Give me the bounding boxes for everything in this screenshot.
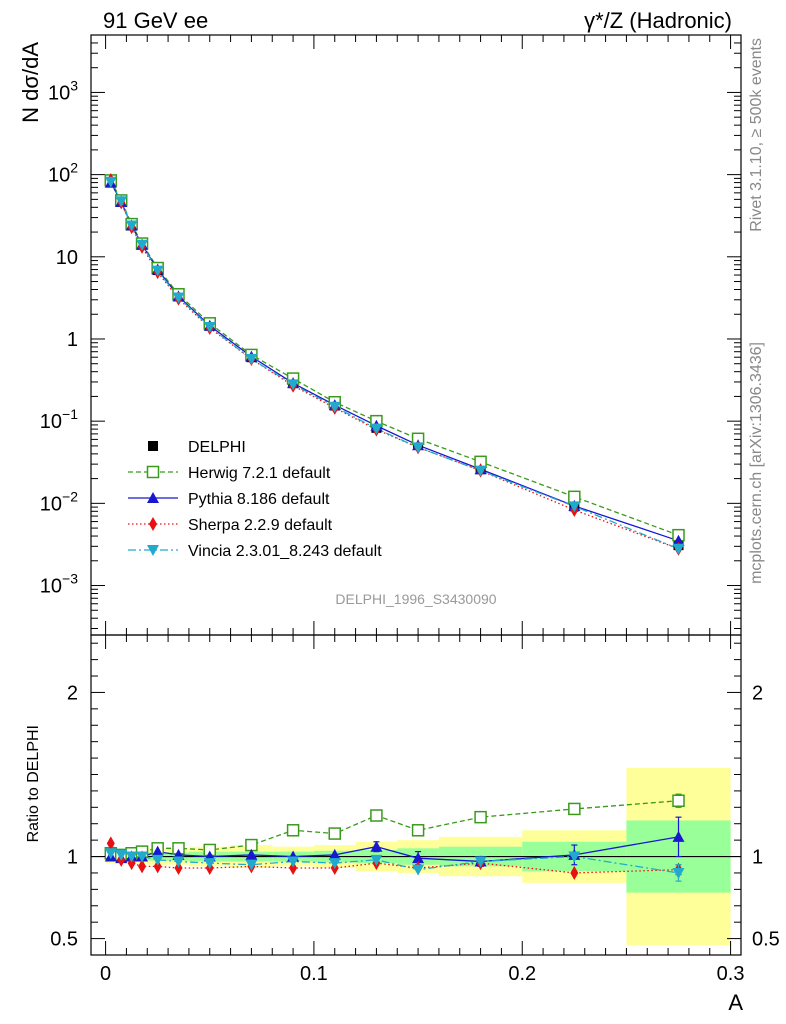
header-left-label: 91 GeV ee bbox=[103, 8, 208, 33]
legend-entry-sherpa: Sherpa 2.2.9 default bbox=[128, 517, 333, 534]
ratio-y-tick-label-right: 2 bbox=[752, 682, 763, 704]
legend-label-sherpa: Sherpa 2.2.9 default bbox=[188, 517, 333, 534]
pythia-ratio-point bbox=[672, 830, 685, 842]
ratio-y-tick-label-right: 1 bbox=[752, 847, 763, 869]
vincia-point bbox=[172, 292, 185, 304]
pythia-point bbox=[672, 534, 685, 546]
vincia-point bbox=[136, 239, 149, 251]
main-y-axis-label: N dσ/dA bbox=[18, 42, 43, 123]
ratio-x-tick-label: 0.3 bbox=[717, 963, 745, 985]
sherpa-ratio-point bbox=[153, 859, 162, 874]
ratio-y-tick-label-right: 0.5 bbox=[752, 929, 780, 951]
vincia-point bbox=[287, 379, 300, 391]
vincia-point bbox=[328, 401, 341, 413]
vincia-ratio-point bbox=[672, 867, 685, 879]
vincia-ratio-point bbox=[328, 858, 341, 870]
ratio-x-tick-label: 0.2 bbox=[508, 963, 536, 985]
sherpa-ratio-point bbox=[289, 861, 298, 876]
ratio-y-tick-label-left: 1 bbox=[67, 847, 78, 869]
ratio-x-tick-label: 0 bbox=[100, 963, 111, 985]
pythia-ratio-point bbox=[151, 845, 164, 857]
legend-label-pythia: Pythia 8.186 default bbox=[188, 491, 330, 508]
x-axis-label: A bbox=[728, 990, 743, 1015]
ratio-x-tick-label: 0.1 bbox=[300, 963, 328, 985]
legend-entry-data: DELPHI bbox=[148, 439, 246, 456]
pythia-ratio-point bbox=[328, 848, 341, 860]
vincia-point bbox=[370, 423, 383, 435]
main-y-tick-label: 10−1 bbox=[40, 406, 78, 433]
sherpa-ratio-point bbox=[127, 856, 136, 871]
herwig-ratio-point bbox=[370, 809, 383, 822]
vincia-point bbox=[474, 465, 487, 477]
sherpa-ratio-point bbox=[138, 859, 147, 874]
ratio-y-axis-label: Ratio to DELPHI bbox=[25, 725, 42, 842]
vincia-ratio-point bbox=[104, 848, 117, 860]
vincia-point bbox=[203, 321, 216, 333]
vincia-ratio-point bbox=[474, 856, 487, 868]
vincia-ratio-point bbox=[136, 851, 149, 863]
pythia-ratio-point bbox=[412, 852, 425, 864]
vincia-ratio-point bbox=[203, 858, 216, 870]
main-plot-area: 10−3 10−2 10−1 1 10 102 103 bbox=[40, 34, 742, 636]
main-y-tick-label: 1 bbox=[67, 329, 78, 351]
vincia-point bbox=[151, 265, 164, 277]
vincia-point bbox=[245, 354, 258, 366]
pythia-line bbox=[110, 182, 679, 542]
vincia-ratio-point bbox=[125, 851, 138, 863]
vincia-point bbox=[125, 220, 138, 232]
vincia-point bbox=[412, 442, 425, 454]
main-y-tick-label: 103 bbox=[48, 77, 78, 104]
herwig-ratio-point bbox=[411, 824, 425, 837]
sherpa-ratio-point bbox=[570, 865, 579, 880]
ratio-y-tick-label-left: 0.5 bbox=[50, 929, 78, 951]
vincia-ratio-point bbox=[115, 849, 128, 861]
legend-entry-herwig: Herwig 7.2.1 default bbox=[128, 465, 331, 482]
pythia-ratio-point bbox=[245, 848, 258, 860]
main-series-group bbox=[104, 173, 685, 556]
header-right-label: γ*/Z (Hadronic) bbox=[584, 8, 732, 33]
legend-entry-vincia: Vincia 2.3.01_8.243 default bbox=[128, 543, 382, 560]
ratio-y-tick-label-left: 2 bbox=[67, 682, 78, 704]
vincia-point bbox=[672, 543, 685, 555]
rivet-label: Rivet 3.1.10, ≥ 500k events bbox=[748, 38, 765, 232]
sherpa-ratio-point bbox=[106, 836, 115, 851]
mcplots-label: mcplots.cern.ch [arXiv:1306.3436] bbox=[748, 342, 765, 584]
vincia-ratio-point bbox=[245, 859, 258, 871]
vincia-ratio-point bbox=[287, 856, 300, 868]
analysis-tag: DELPHI_1996_S3430090 bbox=[335, 591, 496, 607]
vincia-ratio-point bbox=[151, 854, 164, 866]
vincia-point bbox=[568, 501, 581, 513]
herwig-ratio-point bbox=[474, 810, 487, 824]
ratio-series-group bbox=[91, 767, 741, 946]
legend-label-herwig: Herwig 7.2.1 default bbox=[188, 465, 331, 482]
vincia-ratio-point bbox=[568, 851, 581, 863]
main-y-tick-label: 102 bbox=[48, 160, 78, 187]
legend-label-data: DELPHI bbox=[188, 439, 246, 456]
legend: DELPHI Herwig 7.2.1 default Pythia 8.186… bbox=[128, 439, 382, 560]
herwig-ratio-point bbox=[286, 824, 300, 837]
vincia-point bbox=[115, 196, 128, 208]
vincia-ratio-point bbox=[412, 864, 425, 876]
herwig-ratio-point bbox=[672, 794, 685, 807]
herwig-ratio-point bbox=[568, 802, 581, 816]
ratio-frame bbox=[90, 634, 742, 956]
vincia-ratio-point bbox=[172, 856, 185, 868]
main-y-tick-label: 10−3 bbox=[40, 571, 78, 598]
legend-label-vincia: Vincia 2.3.01_8.243 default bbox=[188, 543, 382, 560]
pythia-ratio-point bbox=[370, 840, 383, 852]
herwig-ratio-point bbox=[328, 827, 341, 840]
sherpa-ratio-point bbox=[174, 861, 183, 876]
ratio-plot-area: 0.5 0.5 1 1 2 2 0 0.1 0.2 0.3 bbox=[50, 634, 780, 985]
main-y-tick-label: 10 bbox=[56, 247, 78, 269]
vincia-ratio-point bbox=[370, 854, 383, 866]
legend-entry-pythia: Pythia 8.186 default bbox=[128, 491, 330, 508]
vincia-point bbox=[104, 176, 117, 188]
main-y-tick-label: 10−2 bbox=[40, 488, 78, 515]
